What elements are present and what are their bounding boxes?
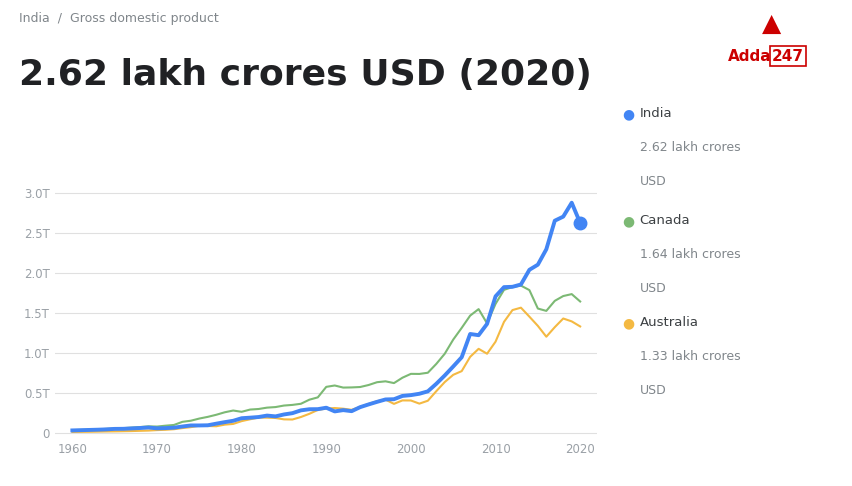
Text: USD: USD (639, 175, 665, 188)
Text: ●: ● (622, 214, 634, 228)
Text: ●: ● (622, 107, 634, 121)
Text: Adda: Adda (728, 49, 771, 64)
Text: India  /  Gross domestic product: India / Gross domestic product (19, 12, 218, 25)
Text: 2.62 lakh crores USD (2020): 2.62 lakh crores USD (2020) (19, 58, 591, 92)
Text: ▲: ▲ (762, 12, 780, 36)
Text: USD: USD (639, 282, 665, 295)
Text: India: India (639, 107, 671, 120)
Text: Canada: Canada (639, 214, 689, 227)
Text: USD: USD (639, 384, 665, 397)
Text: 1.64 lakh crores: 1.64 lakh crores (639, 248, 740, 261)
Text: 247: 247 (771, 49, 803, 64)
Text: ●: ● (622, 316, 634, 330)
Text: 1.33 lakh crores: 1.33 lakh crores (639, 350, 740, 363)
Text: 2.62 lakh crores: 2.62 lakh crores (639, 141, 740, 154)
Text: Australia: Australia (639, 316, 698, 329)
